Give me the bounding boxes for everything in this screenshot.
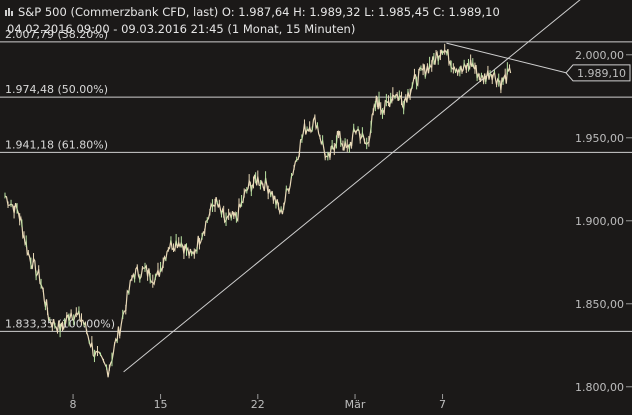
chart-title: S&P 500 (Commerzbank CFD, last) O: 1.987…: [18, 5, 500, 19]
fib-level-label: 1.941,18 (61.80%): [5, 138, 108, 151]
trend-line: [123, 0, 581, 373]
y-axis: 2.000,00 1.950,00 1.900,00 1.850,00 1.800,00: [575, 49, 632, 394]
chart-date-range: 04.02.2016 09:00 - 09.03.2016 21:45 (1 M…: [7, 22, 355, 36]
last-price-box: [565, 64, 631, 82]
x-tick-label: 8: [70, 398, 77, 411]
trend-line: [446, 42, 581, 77]
x-tick-label: 22: [251, 398, 265, 411]
candle-bars-icon: [5, 8, 13, 16]
y-tick-label: 1.850,00: [575, 298, 624, 311]
price-line: [4, 48, 512, 378]
fib-level-label: 1.974,48 (50.00%): [5, 83, 108, 96]
y-tick-label: 2.000,00: [575, 49, 624, 62]
trend-lines: [123, 0, 581, 373]
x-tick-label: 15: [154, 398, 168, 411]
x-axis: 8 15 22 Mär 7: [70, 394, 446, 411]
y-tick-label: 1.950,00: [575, 132, 624, 145]
chart-header: S&P 500 (Commerzbank CFD, last) O: 1.987…: [5, 5, 500, 36]
y-tick-label: 1.800,00: [575, 381, 624, 394]
price-series: [4, 43, 512, 378]
x-tick-label: 7: [439, 398, 446, 411]
last-price-label: 1.989,10: [577, 67, 626, 80]
last-price-marker: 1.989,10: [565, 64, 631, 82]
fib-level-label: 2.007,79 (38.20%): [5, 28, 108, 41]
y-tick-label: 1.900,00: [575, 215, 624, 228]
x-tick-label: Mär: [345, 398, 366, 411]
